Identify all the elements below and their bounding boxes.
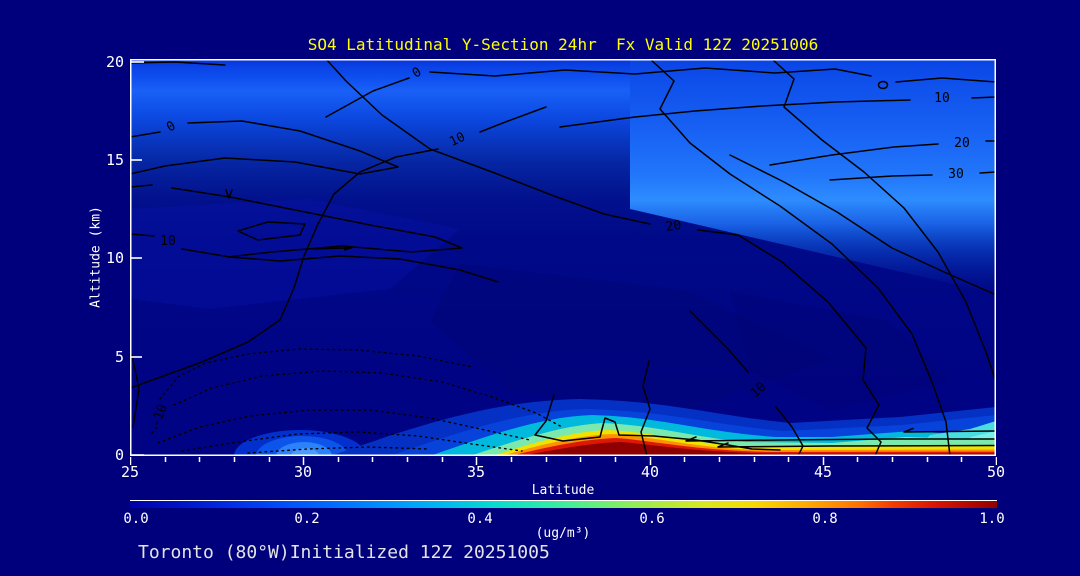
y-tick-label-15: 15 (105, 151, 124, 169)
plot-area: 0 0 10 20 30 10 20 10 10 -10 (130, 59, 996, 456)
x-axis-ticks (130, 457, 997, 465)
x-tick-label-25: 25 (120, 463, 140, 481)
colorbar-unit: (ug/m³) (535, 526, 591, 541)
contour-lines-solid (130, 59, 996, 456)
y-axis-ticks (131, 61, 144, 456)
y-tick-label-0: 0 (114, 446, 124, 464)
colorbar-tick-0.8: 0.8 (812, 511, 838, 527)
chart-title: SO4 Latitudinal Y-Section 24hr Fx Valid … (307, 35, 819, 54)
x-tick-label-40: 40 (640, 463, 660, 481)
contour-label: 10 (447, 130, 468, 150)
colorbar-tick-0.4: 0.4 (467, 511, 493, 527)
contour-label: 10 (160, 234, 176, 249)
y-tick-label-20: 20 (105, 53, 124, 71)
model-run-annotation: Toronto (80°W)Initialized 12Z 20251005 (138, 542, 550, 563)
x-tick-label-30: 30 (293, 463, 313, 481)
contour-fill (130, 59, 996, 456)
colorbar-tick-1.0: 1.0 (979, 511, 1005, 527)
contour-lines-dotted (151, 348, 563, 454)
colorbar (130, 500, 997, 508)
colorbar-tick-0.6: 0.6 (639, 511, 665, 527)
x-tick-label-50: 50 (986, 463, 1006, 481)
colorbar-tick-0.2: 0.2 (294, 511, 320, 527)
y-tick-label-5: 5 (114, 348, 124, 366)
contour-label: 30 (948, 167, 964, 182)
y-tick-label-10: 10 (105, 249, 124, 267)
plot-border (130, 59, 996, 456)
x-tick-label-45: 45 (813, 463, 833, 481)
contour-label: 20 (665, 218, 683, 235)
contour-label: 20 (954, 136, 970, 151)
x-axis-title: Latitude (531, 483, 595, 498)
contour-label: 10 (934, 91, 950, 106)
x-tick-label-35: 35 (466, 463, 486, 481)
colorbar-tick-0.0: 0.0 (123, 511, 149, 527)
